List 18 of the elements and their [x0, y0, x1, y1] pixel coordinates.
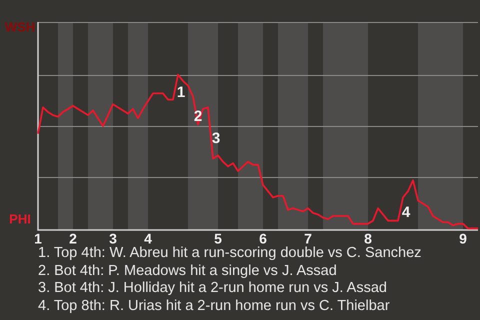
x-tick-label: 5	[214, 230, 222, 246]
text: 1. Top 4th: W. Abreu hit a run-scoring double vs C. Sanchez	[38, 245, 422, 262]
text: 2. Bot 4th: P. Meadows hit a single vs J. Assad	[38, 262, 338, 280]
x-tick-label: 7	[304, 230, 312, 246]
x-tick-label: 8	[364, 230, 372, 246]
text: PHI	[9, 212, 31, 227]
annotation: 4	[402, 204, 411, 222]
text: 3. Bot 4th: J. Holliday hit a 2-run home run vs J. Assad	[38, 280, 388, 298]
text: WSH	[4, 20, 36, 35]
annotation: 3	[212, 130, 220, 148]
x-tick-label: 4	[144, 230, 152, 246]
annotation: 1	[176, 84, 186, 102]
x-tick-label: 9	[459, 230, 468, 246]
x-tick-label: 6	[259, 230, 268, 246]
x-tick-label: 2	[69, 230, 78, 246]
text: 4. Top 8th: R. Urias hit a 2-run home run vs C. Thielbar	[38, 298, 391, 315]
x-tick-label: 1	[34, 230, 42, 246]
x-tick-label: 3	[109, 230, 118, 246]
